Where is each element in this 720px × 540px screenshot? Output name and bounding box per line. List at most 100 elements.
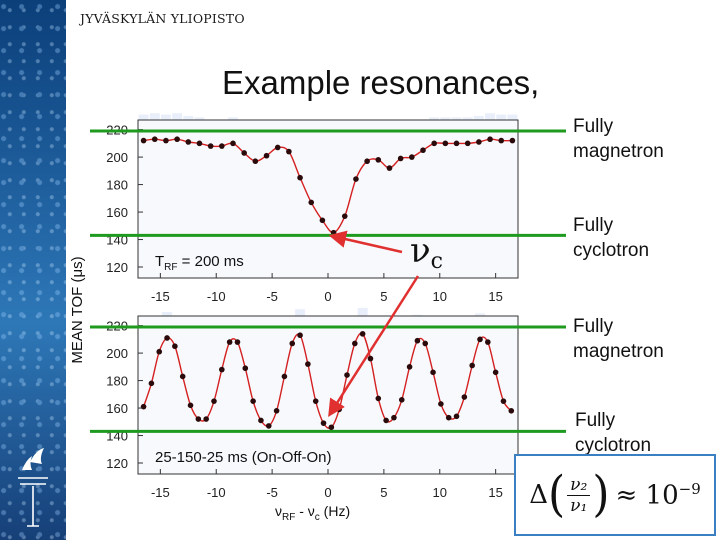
data-point — [476, 139, 482, 145]
data-point — [172, 343, 178, 350]
data-point — [156, 348, 163, 355]
data-point — [406, 364, 413, 370]
x-tick-label: 15 — [488, 289, 502, 304]
data-point — [341, 213, 348, 219]
data-point — [438, 401, 444, 407]
data-point — [397, 155, 404, 162]
panel-background-1 — [138, 316, 518, 474]
data-point — [398, 397, 405, 403]
y-tick-label: 180 — [106, 374, 128, 389]
data-point — [230, 140, 236, 147]
y-tick-label: 160 — [106, 205, 128, 220]
callout-lower-magnetron: Fully magnetron — [573, 316, 664, 362]
approx-value: ≈ 10−9 — [615, 479, 701, 511]
data-point — [179, 373, 186, 380]
data-point — [286, 148, 292, 155]
data-point — [320, 420, 327, 426]
data-point — [250, 398, 256, 404]
sidebar-banner — [0, 0, 66, 540]
x-tick-label: -5 — [266, 485, 278, 500]
x-tick-label: 10 — [433, 289, 447, 304]
y-tick-label: 120 — [106, 260, 128, 275]
data-point — [461, 394, 468, 400]
data-point — [185, 139, 192, 145]
fit-curve-0 — [143, 138, 513, 234]
data-point — [196, 140, 203, 147]
arrow-upper — [328, 230, 403, 254]
data-point — [498, 137, 505, 144]
data-point — [375, 395, 382, 402]
data-point — [464, 140, 471, 147]
x-tick-label: -5 — [266, 289, 278, 304]
data-point — [328, 424, 335, 431]
data-point — [289, 340, 296, 347]
data-point — [297, 332, 303, 339]
data-point — [174, 136, 180, 143]
data-point — [492, 369, 499, 376]
data-point — [336, 406, 342, 413]
data-point — [453, 413, 460, 420]
data-point — [509, 137, 516, 144]
data-points — [140, 136, 516, 431]
y-tick-label: 180 — [106, 178, 128, 193]
x-tick-label: 5 — [380, 485, 387, 500]
data-point — [500, 398, 507, 404]
x-axis-label: νRF - νc (Hz) — [275, 503, 350, 523]
data-point — [367, 355, 374, 362]
callout-upper-cyclotron: Fully cyclotron — [573, 215, 649, 261]
data-point — [211, 398, 217, 404]
frequency-ratio: ν₂ ν₁ — [567, 475, 591, 516]
x-tick-label: 0 — [324, 485, 331, 500]
data-point — [140, 137, 147, 144]
delta-symbol: Δ — [529, 480, 548, 510]
data-point — [375, 157, 382, 163]
axis-ticks: 120140160180200220-15-10-505101512014016… — [106, 123, 503, 500]
numerator: ν₂ — [567, 475, 591, 496]
data-point — [195, 416, 202, 422]
data-point — [305, 361, 311, 367]
data-point — [241, 150, 247, 156]
data-point — [219, 366, 225, 373]
data-point — [258, 417, 264, 424]
data-point — [140, 403, 147, 410]
data-point — [409, 154, 415, 160]
data-point — [383, 417, 389, 424]
data-point — [308, 199, 315, 206]
data-point — [414, 337, 421, 344]
precision-formula: Δ ( ν₂ ν₁ ) ≈ 10−9 — [514, 454, 716, 536]
upper-annotation: TRF = 200 ms — [155, 253, 244, 273]
data-point — [265, 423, 272, 429]
data-point — [445, 414, 452, 421]
data-point — [364, 158, 370, 165]
x-tick-label: 0 — [324, 289, 331, 304]
right-paren-icon: ) — [592, 466, 610, 523]
x-tick-label: -15 — [151, 289, 170, 304]
data-point — [274, 144, 281, 151]
data-point — [469, 362, 475, 369]
data-point — [164, 335, 170, 341]
data-point — [420, 147, 426, 154]
data-point — [442, 140, 449, 147]
slide-title: Example resonances, — [222, 64, 540, 101]
y-tick-label: 200 — [106, 346, 128, 361]
data-point — [242, 365, 249, 372]
x-tick-label: -10 — [207, 289, 226, 304]
data-point — [281, 373, 288, 380]
data-point — [359, 331, 366, 337]
lower-annotation: 25-150-25 ms (On-Off-On) — [155, 449, 331, 466]
data-point — [203, 416, 209, 422]
reference-lines — [90, 129, 566, 433]
left-paren-icon: ( — [548, 466, 566, 523]
y-tick-label: 160 — [106, 401, 128, 416]
y-tick-label: 120 — [106, 456, 128, 471]
data-point — [453, 140, 460, 147]
data-point — [148, 380, 155, 387]
x-tick-label: 10 — [433, 485, 447, 500]
data-point — [352, 340, 358, 347]
data-point — [163, 137, 169, 144]
plot-frames — [137, 119, 519, 475]
x-tick-label: 5 — [380, 289, 387, 304]
data-point — [297, 174, 303, 181]
university-logo-icon — [18, 448, 48, 527]
data-point — [353, 176, 359, 182]
